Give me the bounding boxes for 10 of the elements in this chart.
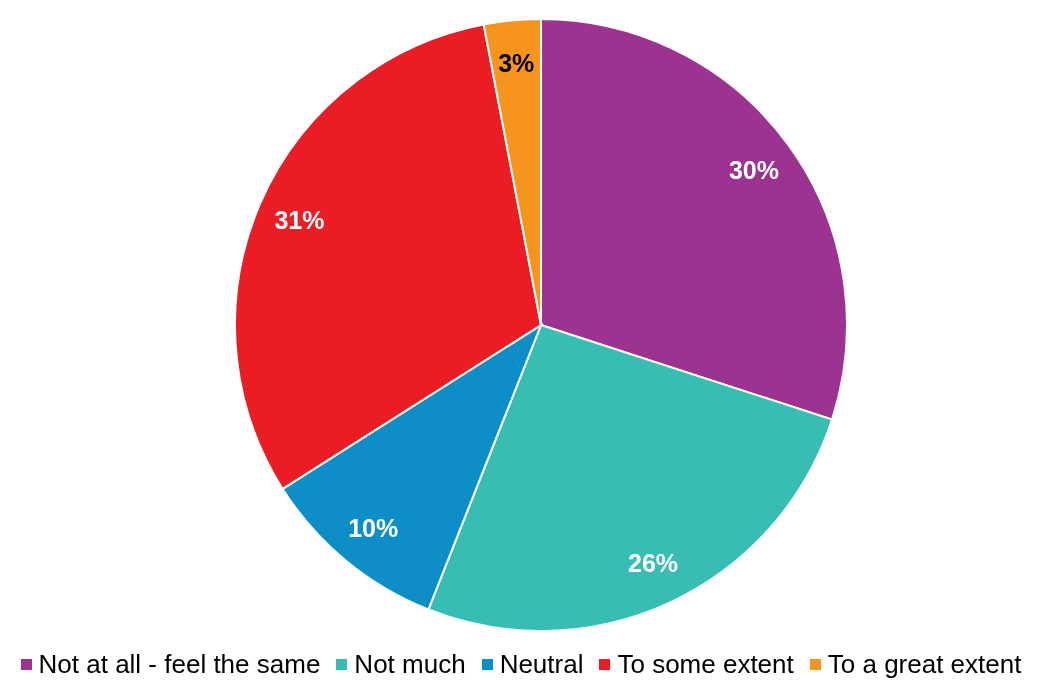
legend-label: To a great extent xyxy=(827,649,1022,679)
data-label: 31% xyxy=(274,206,325,235)
legend-label: Neutral xyxy=(499,649,584,679)
data-label: 26% xyxy=(628,549,679,578)
legend-label: Not at all - feel the same xyxy=(38,649,321,679)
data-label: 3% xyxy=(498,49,535,78)
data-label: 30% xyxy=(728,156,779,185)
legend-label: To some extent xyxy=(617,649,794,679)
legend-label: Not much xyxy=(354,649,466,679)
data-label: 10% xyxy=(348,513,399,542)
